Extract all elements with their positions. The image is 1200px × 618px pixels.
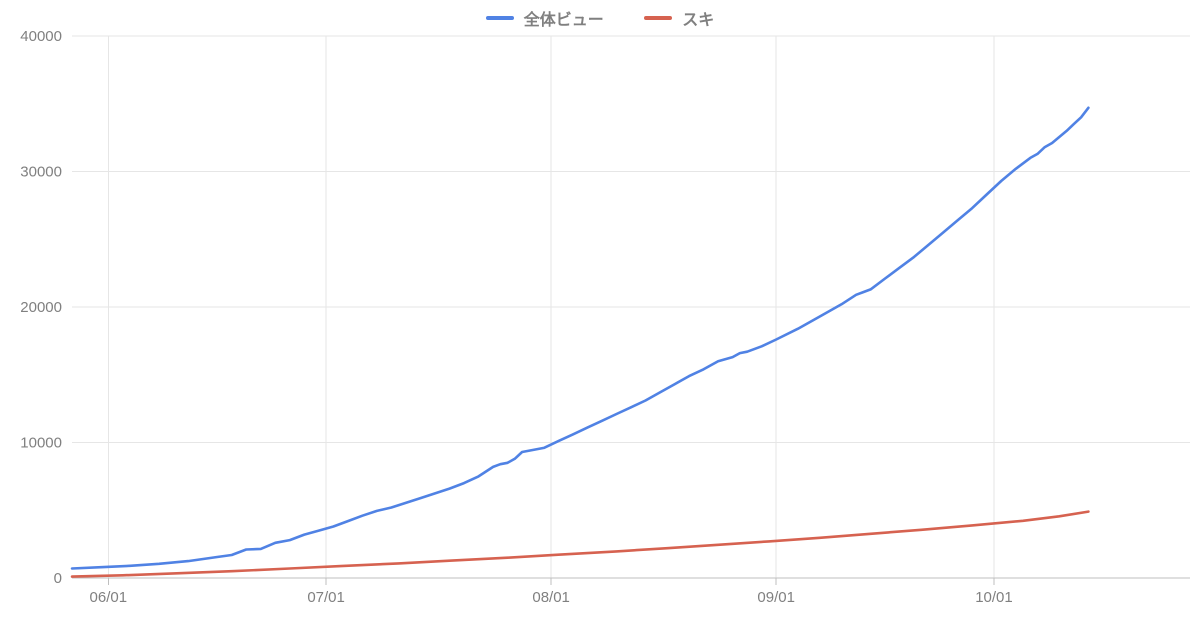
svg-text:20000: 20000 xyxy=(20,299,62,316)
svg-text:10/01: 10/01 xyxy=(975,589,1013,606)
chart-legend: 全体ビュー スキ xyxy=(0,6,1200,30)
svg-text:08/01: 08/01 xyxy=(532,589,570,606)
svg-text:06/01: 06/01 xyxy=(90,589,128,606)
svg-text:0: 0 xyxy=(54,570,62,587)
legend-label-1: スキ xyxy=(682,6,714,30)
chart-svg: 0 10000 20000 30000 40000 06/01 07/01 08/01 09/0… xyxy=(0,0,1200,618)
svg-text:10000: 10000 xyxy=(20,435,62,452)
svg-text:07/01: 07/01 xyxy=(307,589,345,606)
line-chart: 全体ビュー スキ 0 10000 20000 30000 40000 06/01 07/01… xyxy=(0,0,1200,618)
svg-text:30000: 30000 xyxy=(20,164,62,181)
legend-swatch-0 xyxy=(486,16,514,20)
legend-label-0: 全体ビュー xyxy=(524,6,604,30)
svg-text:40000: 40000 xyxy=(20,28,62,45)
legend-swatch-1 xyxy=(644,16,672,20)
svg-text:09/01: 09/01 xyxy=(757,589,795,606)
legend-item-0: 全体ビュー xyxy=(486,6,604,30)
legend-item-1: スキ xyxy=(644,6,714,30)
